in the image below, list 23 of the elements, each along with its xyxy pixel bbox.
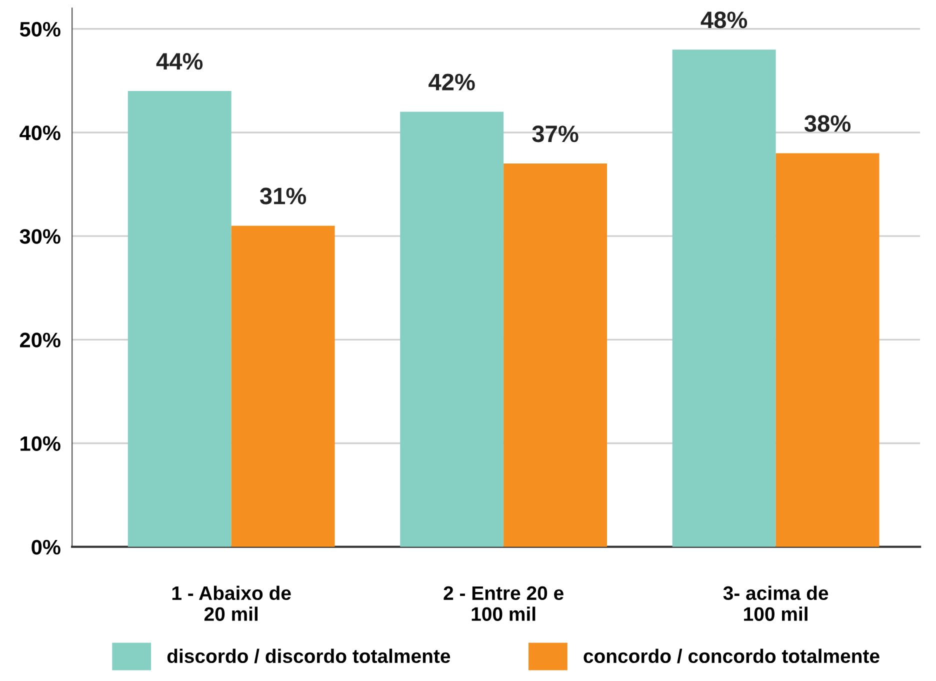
data-label: 42% [428, 74, 475, 90]
data-label: 31% [260, 188, 306, 204]
bar [776, 153, 880, 547]
legend-label: discordo / discordo totalmente [167, 648, 450, 664]
data-label: 48% [700, 12, 748, 28]
y-tick-label: 20% [20, 332, 60, 348]
bar [128, 91, 232, 547]
x-tick-label: 3- acima de 100 mil [723, 586, 828, 621]
y-tick-label: 10% [20, 436, 60, 452]
y-tick-label: 30% [20, 229, 60, 244]
y-tick-label: 40% [20, 125, 60, 140]
y-tick-label: 0% [32, 540, 60, 555]
x-tick-label: 2 - Entre 20 e 100 mil [444, 586, 564, 621]
data-label: 44% [156, 53, 203, 70]
bar [504, 164, 608, 547]
y-tick-label: 50% [20, 22, 60, 37]
bar [400, 112, 504, 547]
data-label: 38% [804, 115, 851, 132]
bar [231, 226, 335, 547]
x-tick-label: 1 - Abaixo de 20 mil [172, 586, 291, 621]
legend-label: concordo / concordo totalmente [584, 648, 880, 664]
data-label: 37% [532, 126, 578, 142]
bar [672, 50, 776, 547]
